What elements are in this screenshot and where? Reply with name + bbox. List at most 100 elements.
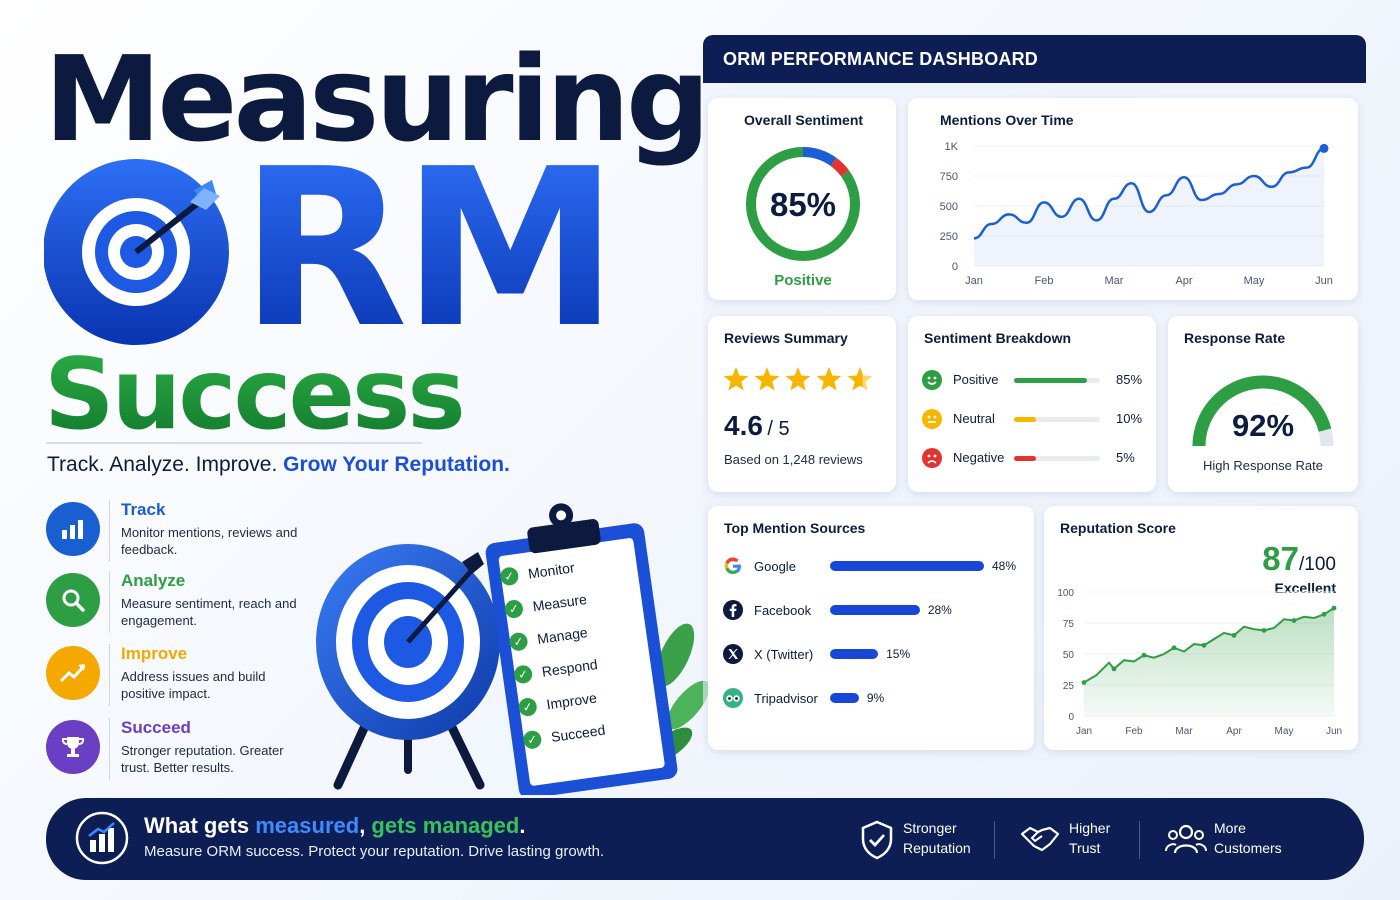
neutral-face-icon [922,409,942,429]
reputation-point [1171,645,1177,651]
sentiment-row: Neutral 10% [922,407,1144,431]
x-tick-label: Mar [1105,275,1124,287]
sentiment-row-label: Negative [953,450,1005,465]
y-tick-label: 100 [1057,588,1074,599]
reviews-title: Reviews Summary [724,330,848,346]
shield-check-icon [861,820,893,860]
rating-display: 4.6 / 5 [724,410,790,442]
star-icon [754,367,780,391]
mentions-line [973,147,1325,240]
sentiment-bar-track [1014,417,1100,422]
trend-up-icon [46,646,100,700]
banner-title: What gets measured, gets managed. [144,813,525,839]
reputation-point [1321,611,1327,617]
clipboard-icon [485,503,678,795]
checklist-item: ✓ Succeed [522,718,607,753]
source-bar [830,649,879,659]
feature-line: Customers [1214,840,1282,856]
pillar-track: Track Monitor mentions, reviews and feed… [46,500,306,564]
pillar-divider [109,644,110,706]
source-name: X (Twitter) [754,647,814,662]
tagline: Track. Analyze. Improve. Grow Your Reput… [47,453,510,477]
donut-negative [830,157,850,177]
y-tick-label: 500 [940,201,958,213]
reputation-point [1291,618,1297,623]
y-tick-label: 75 [1063,619,1075,630]
bar-chart-icon [46,502,100,556]
x-tick-label: Apr [1226,726,1242,737]
star-rating [723,367,873,391]
response-rate-gauge [1192,375,1334,447]
smile-face-icon [922,370,942,390]
mentions-line-chart: 0 250 500 750 1K Jan Feb Mar Apr May Jun [940,141,1333,287]
sentiment-row-pct: 85% [1116,372,1143,387]
x-tick-label: Apr [1175,275,1192,287]
donut-positive [746,147,860,261]
banner-title-comma: , [359,813,372,838]
donut-neutral [802,147,837,167]
sentiment-bar-fill [1014,456,1036,461]
sentiment-row: Negative 5% [922,446,1144,470]
check-icon: ✓ [503,598,525,620]
tagline-plain: Track. Analyze. Improve. [47,453,278,476]
checklist-label: Measure [531,590,588,615]
checklist-label: Improve [545,689,598,713]
banner-subtitle: Measure ORM success. Protect your reputa… [144,843,605,860]
reputation-score-out-of: /100 [1299,554,1336,575]
check-icon: ✓ [517,696,538,718]
x-tick-label: Jun [1315,275,1333,287]
feature-line: More [1214,820,1246,836]
checklist-item: ✓ Measure [503,587,588,622]
response-rate-title: Response Rate [1184,330,1286,346]
y-tick-label: 0 [952,261,958,273]
star-icon [785,367,811,391]
feature-line: Higher [1069,820,1111,836]
star-icon [723,367,749,391]
rating-value: 4.6 [724,410,763,441]
source-row: Tripadvisor 9% [722,686,1022,710]
reputation-point [1261,628,1267,633]
reputation-point [1081,680,1087,685]
x-tick-label: Jan [1076,726,1092,737]
reputation-point [1231,633,1237,638]
reputation-area [1084,608,1334,716]
feature-customers: More Customers [1214,818,1282,858]
source-name: Tripadvisor [754,691,818,706]
reputation-score-value: 87 [1262,540,1300,577]
checklist-item: ✓ Manage [508,620,589,655]
reputation-area-chart: 0 25 50 75 100 Jan Feb Mar Apr May Jun [1057,588,1342,737]
feature-separator [994,821,995,859]
pillar-desc: Stronger reputation. Greater trust. Bett… [121,743,284,775]
x-tick-label: May [1244,275,1265,287]
facebook-icon [722,599,744,621]
pillar-desc: Measure sentiment, reach and engagement. [121,596,297,628]
mentions-over-time-card: Mentions Over Time 0 250 500 750 1K Jan Feb Mar… [908,98,1358,300]
checklist-item: ✓ Respond [512,652,600,687]
pillar-succeed: Succeed Stronger reputation. Greater tru… [46,718,306,782]
headline-divider [46,442,422,444]
source-row: Google 48% [722,554,1022,578]
trophy-icon [46,720,100,774]
source-pct: 28% [927,603,952,617]
y-tick-label: 1K [945,141,959,153]
source-row: X (Twitter) 15% [722,642,1022,666]
check-icon: ✓ [522,729,543,750]
review-count: Based on 1,248 reviews [724,452,863,467]
headline-rm-text: RM [240,123,619,376]
pillar-desc: Address issues and build positive impact… [121,669,266,701]
source-bar [830,561,984,571]
x-tick-label: Mar [1175,726,1193,737]
sentiment-bar-fill [1014,417,1036,422]
headline-success: Success [44,338,466,452]
pillar-divider [109,718,110,780]
x-tick-label: Feb [1035,275,1054,287]
checklist-label: Manage [536,624,589,647]
source-pct: 9% [866,691,885,705]
rating-out-of: / 5 [767,418,790,440]
reviews-summary-card: Reviews Summary 4.6 / 5 Based on 1,248 r… [708,316,896,492]
x-tick-label: Jan [965,275,983,287]
pillar-improve: Improve Address issues and build positiv… [46,644,306,708]
source-name: Google [754,559,796,574]
target-illustration [316,503,710,795]
pillar-title: Succeed [121,718,191,737]
